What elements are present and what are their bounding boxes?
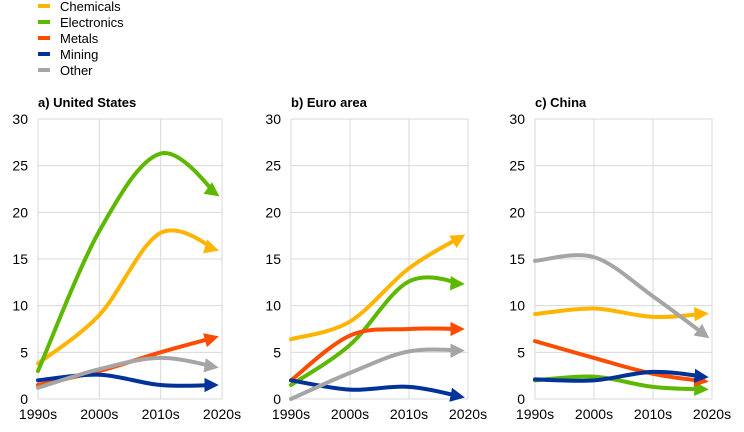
legend-item-mining: Mining	[38, 47, 98, 62]
legend-label: Chemicals	[60, 0, 121, 14]
y-tick-label: 0	[273, 391, 281, 407]
panel-b-euro-area: b) Euro area 0 5 10 15 20 25 30 1990s 2000s 2010s 2…	[265, 95, 487, 422]
y-tick-label: 5	[20, 344, 28, 360]
panel-c-china: c) China 0 5 10 15 20 25 30 1990s 2000s 2010s 2020s	[509, 95, 731, 422]
x-tick-label: 2000s	[80, 406, 118, 422]
series-line-electronics	[533, 374, 709, 397]
y-tick-label: 15	[12, 251, 28, 267]
x-tick-label: 1990s	[19, 406, 57, 422]
y-tick-label: 5	[517, 344, 525, 360]
y-tick-label: 0	[517, 391, 525, 407]
y-tick-label: 15	[265, 251, 281, 267]
series-line-mining	[36, 372, 219, 393]
series-line-electronics	[289, 275, 465, 387]
x-tick-label: 2020s	[693, 406, 731, 422]
series-line-other	[533, 253, 710, 339]
series-line-other	[289, 343, 465, 401]
y-tick-label: 30	[12, 111, 28, 127]
y-tick-label: 20	[509, 204, 525, 220]
legend-item-electronics: Electronics	[38, 15, 124, 30]
series-line-chemicals	[533, 306, 709, 322]
series-line-mining	[533, 368, 709, 384]
y-tick-label: 30	[265, 111, 281, 127]
series-line-chemicals	[289, 234, 466, 342]
series-line-chemicals	[36, 228, 219, 366]
x-tick-label: 2020s	[203, 406, 241, 422]
legend-item-other: Other	[38, 63, 93, 78]
legend-item-metals: Metals	[38, 31, 99, 46]
x-tick-label: 1990s	[272, 406, 310, 422]
y-tick-label: 0	[20, 391, 28, 407]
legend-swatch-chemicals	[38, 4, 50, 8]
legend-label: Mining	[60, 47, 98, 62]
series-line-electronics	[36, 151, 220, 373]
legend-label: Other	[60, 63, 93, 78]
y-tick-label: 30	[509, 111, 525, 127]
legend-label: Electronics	[60, 15, 124, 30]
x-tick-label: 2010s	[634, 406, 672, 422]
y-tick-label: 10	[509, 298, 525, 314]
y-tick-label: 25	[265, 158, 281, 174]
y-tick-label: 10	[12, 298, 28, 314]
y-tick-label: 20	[265, 204, 281, 220]
panel-title: b) Euro area	[291, 95, 368, 110]
x-tick-label: 2010s	[142, 406, 180, 422]
x-tick-label: 1990s	[516, 406, 554, 422]
y-tick-label: 10	[265, 298, 281, 314]
legend-swatch-mining	[38, 52, 50, 56]
legend-swatch-metals	[38, 36, 50, 40]
y-tick-label: 20	[12, 204, 28, 220]
x-tick-label: 2020s	[449, 406, 487, 422]
y-tick-label: 25	[509, 158, 525, 174]
legend-swatch-other	[38, 68, 50, 72]
y-tick-label: 25	[12, 158, 28, 174]
legend-label: Metals	[60, 31, 99, 46]
legend-swatch-electronics	[38, 20, 50, 24]
x-tick-label: 2000s	[331, 406, 369, 422]
series-line-other	[36, 355, 219, 390]
panel-title: a) United States	[38, 95, 136, 110]
x-tick-label: 2000s	[575, 406, 613, 422]
series-line-metals	[289, 321, 465, 383]
series-line-metals	[533, 339, 709, 387]
x-tick-label: 2010s	[390, 406, 428, 422]
panel-title: c) China	[535, 95, 587, 110]
y-tick-label: 5	[273, 344, 281, 360]
legend-item-chemicals: Chemicals	[38, 0, 121, 14]
panel-a-united-states: a) United States 0 5 10 15 20 25 30 1990s 2000s 20…	[12, 95, 241, 422]
y-tick-label: 15	[509, 251, 525, 267]
